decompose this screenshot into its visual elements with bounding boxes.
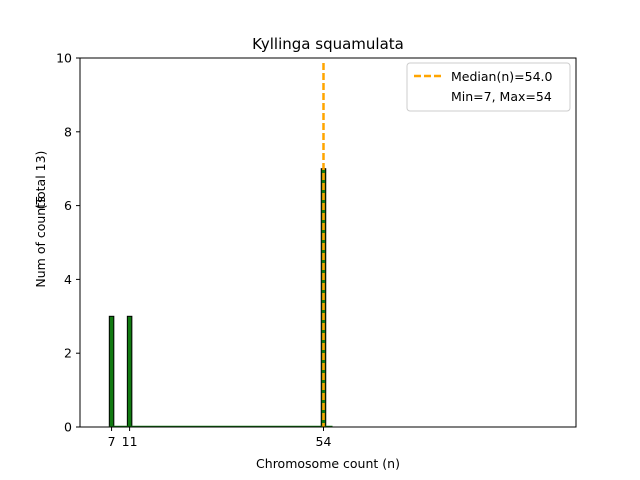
y-tick-label: 2 — [64, 346, 72, 361]
x-axis-label: Chromosome count (n) — [256, 456, 400, 471]
y-axis-label: Num of counts — [33, 196, 48, 287]
x-tick-label: 54 — [316, 434, 332, 449]
y-tick-label: 4 — [64, 272, 72, 287]
y-tick-label: 6 — [64, 198, 72, 213]
legend-range-label: Min=7, Max=54 — [451, 89, 552, 104]
y-axis-total-label: (Total 13) — [33, 151, 48, 210]
plot-frame — [79, 57, 577, 428]
ticks-layer: 0 2 4 6 8 10 7 11 54 — [56, 51, 331, 450]
chart-title: Kyllinga squamulata — [252, 35, 404, 53]
legend-median-label: Median(n)=54.0 — [451, 69, 552, 84]
x-tick-label: 11 — [122, 434, 138, 449]
bars-layer — [108, 168, 333, 428]
histogram-bar — [126, 315, 133, 428]
legend-box — [406, 62, 571, 112]
x-tick-label: 7 — [108, 434, 116, 449]
y-tick-label: 10 — [56, 51, 72, 66]
histogram-bar — [108, 315, 115, 428]
legend: Median(n)=54.0 Min=7, Max=54 — [406, 62, 571, 112]
y-tick-label: 0 — [64, 420, 72, 435]
y-tick-label: 8 — [64, 124, 72, 139]
axes-layer — [79, 57, 577, 428]
